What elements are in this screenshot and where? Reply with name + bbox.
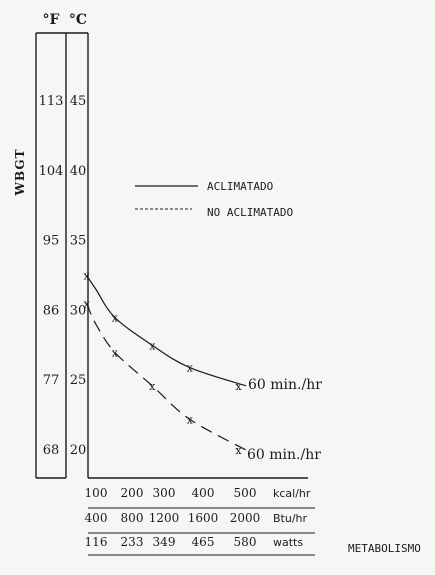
x-tick-2-233: 233 (121, 535, 144, 549)
x-tick-0-100: 100 (85, 486, 108, 500)
x-axis-label: METABOLISMO (348, 542, 421, 555)
temperature-scale (35, 32, 88, 479)
series-marker-1-3: x (187, 413, 194, 426)
tick-celsius-30: 30 (70, 303, 87, 318)
series-layer: x x x x x x x x x x (84, 270, 247, 457)
series-marker-0-0: x (84, 270, 91, 283)
metabolism-table: 100 200 300 400 500 kcal/hr 400 800 1200 1600 2000… (85, 486, 315, 556)
tick-celsius-40: 40 (70, 164, 87, 179)
series-marker-1-4: x (235, 444, 242, 457)
tick-fahrenheit-68: 68 (43, 443, 60, 458)
x-tick-2-465: 465 (192, 535, 215, 549)
series-marker-0-1: x (112, 311, 119, 324)
x-tick-2-349: 349 (153, 535, 176, 549)
legend-no-aclimatado: NO ACLIMATADO (207, 206, 293, 219)
tick-celsius-35: 35 (70, 234, 87, 249)
series-line-aclimatado (86, 275, 247, 387)
tick-fahrenheit-104: 104 (39, 164, 64, 179)
x-tick-1-1200: 1200 (149, 511, 180, 525)
annotation-no-aclimatado: 60 min./hr (247, 447, 321, 463)
x-tick-0-200: 200 (121, 486, 144, 500)
x-row-unit-0: kcal/hr (273, 487, 311, 500)
series-marker-0-4: x (235, 380, 242, 393)
tick-fahrenheit-77: 77 (43, 373, 60, 388)
annotation-aclimatado: 60 min./hr (248, 377, 322, 393)
series-marker-0-3: x (187, 362, 194, 375)
celsius-unit: °C (69, 12, 87, 28)
tick-celsius-45: 45 (70, 94, 87, 109)
series-marker-1-2: x (149, 380, 156, 393)
tick-fahrenheit-95: 95 (43, 234, 60, 249)
x-row-unit-1: Btu/hr (273, 512, 308, 525)
y-axis-label: WBGT (13, 148, 27, 196)
x-tick-1-1600: 1600 (188, 511, 219, 525)
x-row-unit-2: watts (273, 536, 303, 549)
x-tick-0-300: 300 (153, 486, 176, 500)
fahrenheit-unit: °F (43, 12, 60, 28)
series-line-no-aclimatado (86, 303, 247, 451)
x-tick-2-580: 580 (234, 535, 257, 549)
x-tick-1-2000: 2000 (230, 511, 261, 525)
series-marker-1-1: x (112, 346, 119, 359)
x-tick-0-500: 500 (234, 486, 257, 500)
legend-aclimatado: ACLIMATADO (207, 180, 273, 193)
series-marker-1-0: x (84, 297, 91, 310)
x-tick-1-800: 800 (121, 511, 144, 525)
series-marker-0-2: x (149, 339, 156, 352)
x-tick-0-400: 400 (192, 486, 215, 500)
x-tick-2-116: 116 (85, 535, 108, 549)
tick-celsius-20: 20 (70, 443, 87, 458)
x-tick-1-400: 400 (85, 511, 108, 525)
legend: ACLIMATADO NO ACLIMATADO (135, 180, 293, 219)
tick-fahrenheit-86: 86 (43, 303, 60, 318)
fahrenheit-ticks: 113 104 95 86 77 68 (39, 94, 64, 458)
tick-fahrenheit-113: 113 (39, 94, 64, 109)
celsius-ticks: 45 40 35 30 25 20 (70, 94, 87, 458)
tick-celsius-25: 25 (70, 373, 87, 388)
